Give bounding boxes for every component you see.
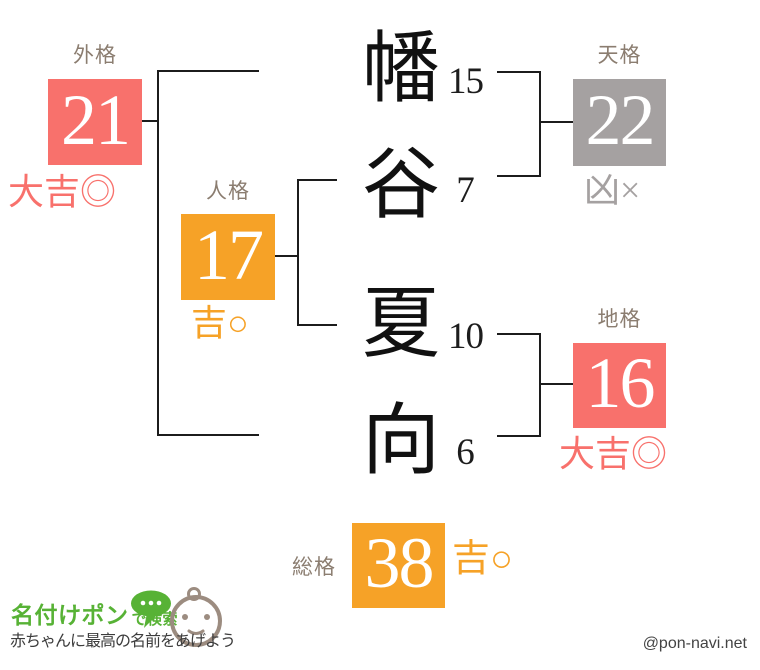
tenkaku-bracket-vertical [539, 71, 541, 177]
jinkaku-score-box: 17 [181, 214, 275, 300]
gaikaku-bracket-bottom [157, 434, 259, 436]
tenkaku-box-connector [541, 121, 573, 123]
soukaku-judgment: 吉○ [452, 538, 513, 580]
tagline: 赤ちゃんに最高の名前をあげよう [10, 633, 236, 650]
gaikaku-judgment: 大吉◎ [8, 172, 117, 212]
jinkaku-judgment: 吉○ [191, 303, 249, 343]
pon-logo-text: 名付けポン [11, 602, 129, 628]
gaikaku-label: 外格 [73, 44, 117, 67]
baby-face-icon [170, 587, 222, 647]
chikaku-bracket-vertical [539, 333, 541, 437]
stroke-count-3: 10 [448, 316, 484, 357]
gaikaku-score: 21 [61, 79, 131, 160]
watermark: @pon-navi.net [642, 635, 747, 652]
tenkaku-bracket-bottom [497, 175, 539, 177]
chikaku-judgment: 大吉◎ [559, 434, 668, 474]
name-char-2: 谷 [361, 141, 440, 228]
pon-logo: 名付けポン で検索 [11, 602, 178, 629]
gaikaku-box-connector [142, 120, 157, 122]
jinkaku-label: 人格 [206, 180, 250, 203]
stroke-count-4: 6 [456, 432, 475, 473]
name-char-1: 幡 [361, 25, 440, 112]
chikaku-bracket-top [497, 333, 539, 335]
baby-eyes [182, 614, 210, 620]
stroke-count-1: 15 [448, 61, 484, 102]
chikaku-score: 16 [585, 343, 656, 423]
name-char-4: 向 [361, 397, 440, 484]
gaikaku-bracket-vertical [157, 70, 159, 436]
tenkaku-score: 22 [585, 80, 656, 160]
soukaku-label: 総格 [292, 556, 336, 579]
tenkaku-judgment: 凶× [584, 170, 641, 210]
tenkaku-bracket-top [497, 71, 539, 73]
jinkaku-bracket-bottom [297, 324, 337, 326]
soukaku-score-box: 38 [352, 523, 445, 608]
chikaku-box-connector [541, 383, 573, 385]
speech-bubble-icon [131, 590, 171, 628]
chikaku-bracket-bottom [497, 435, 539, 437]
tenkaku-score-box: 22 [573, 79, 666, 166]
jinkaku-bracket-vertical [297, 179, 299, 326]
tenkaku-label: 天格 [597, 44, 642, 67]
chikaku-score-box: 16 [573, 343, 666, 428]
soukaku-score: 38 [364, 523, 435, 603]
jinkaku-bracket-top [297, 179, 337, 181]
chikaku-label: 地格 [597, 308, 642, 331]
pon-logo-icon [131, 587, 222, 647]
jinkaku-box-connector [275, 255, 297, 257]
name-char-3: 夏 [361, 280, 440, 367]
jinkaku-score: 17 [194, 214, 264, 295]
pon-logo-suffix: で検索 [131, 611, 179, 628]
gaikaku-score-box: 21 [48, 79, 142, 165]
stroke-count-2: 7 [456, 170, 475, 211]
gaikaku-bracket-top [157, 70, 259, 72]
